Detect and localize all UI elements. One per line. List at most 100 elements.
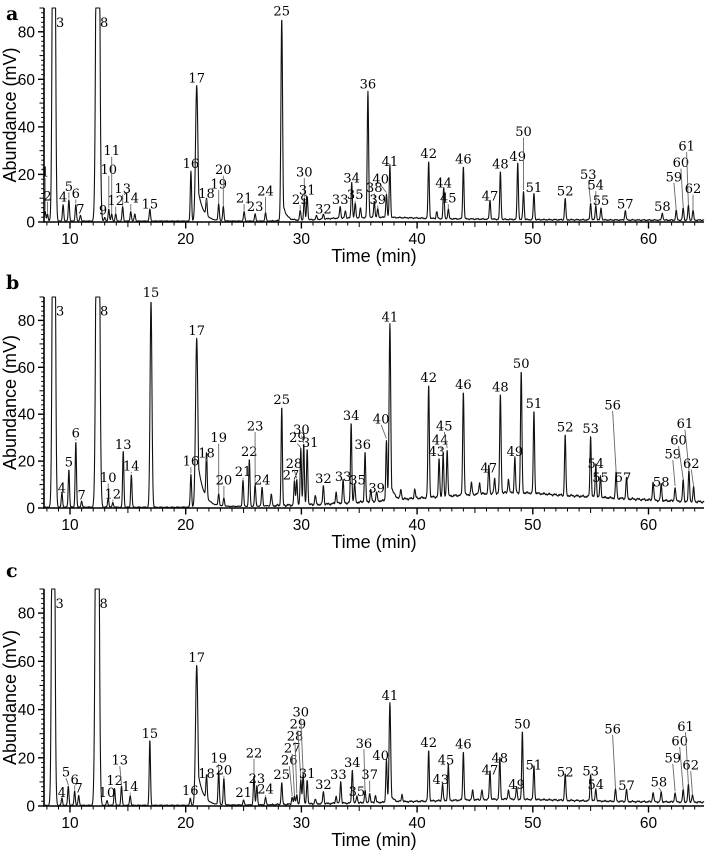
peak-label-10: 10 [99,786,116,801]
peak-label-40: 40 [372,173,389,188]
peak-label-60: 60 [671,734,688,749]
peak-label-5: 5 [65,180,73,195]
peak-label-55: 55 [592,471,609,486]
peak-label-17: 17 [188,651,205,666]
peak-label-52: 52 [557,766,574,781]
peak-label-36: 36 [360,77,377,92]
peak-label-33: 33 [332,193,349,208]
peak-label-46: 46 [455,153,472,168]
peak-label-18: 18 [198,767,215,782]
leader-line [690,469,695,487]
peak-label-49: 49 [508,778,525,793]
peak-label-61: 61 [678,139,695,154]
peak-label-20: 20 [216,473,233,488]
peak-label-35: 35 [347,188,364,203]
peak-label-28: 28 [287,730,304,745]
peak-label-54: 54 [588,179,605,194]
peak-label-23: 23 [249,772,266,787]
peak-label-52: 52 [557,420,574,435]
peak-label-33: 33 [330,768,347,783]
peak-label-19: 19 [210,751,227,766]
peak-label-42: 42 [420,147,437,162]
y-axis-title: Abundance (mV) [0,335,20,470]
x-tick-label: 30 [293,517,311,534]
peak-label-56: 56 [604,722,621,737]
y-tick-label: 60 [18,360,36,377]
peak-label-45: 45 [436,419,453,434]
peak-label-14: 14 [122,780,139,795]
peak-label-54: 54 [588,457,605,472]
x-tick-label: 40 [408,231,426,248]
peak-label-37: 37 [361,768,378,783]
x-tick-label: 10 [61,231,79,248]
peak-label-49: 49 [509,150,526,165]
peak-label-21: 21 [235,786,252,801]
x-tick-label: 50 [524,231,542,248]
peak-label-24: 24 [254,473,271,488]
x-tick-label: 50 [524,517,542,534]
peak-label-32: 32 [315,778,332,793]
peak-label-36: 36 [356,737,373,752]
peak-label-3: 3 [56,305,64,320]
peak-label-48: 48 [492,751,509,766]
y-tick-label: 20 [18,454,36,471]
peak-label-3: 3 [56,16,64,31]
peak-label-8: 8 [100,305,108,320]
y-tick-label: 0 [26,799,35,816]
peak-label-4: 4 [59,191,67,206]
y-axis-title: Abundance (mV) [0,47,20,182]
peak-label-15: 15 [143,286,160,301]
peak-label-46: 46 [455,738,472,753]
leader-line [294,742,298,794]
leader-line [363,749,366,790]
peak-label-41: 41 [382,155,399,170]
peak-label-7: 7 [76,202,84,217]
leader-line [680,168,684,208]
peak-label-40: 40 [372,749,389,764]
x-tick-label: 30 [293,231,311,248]
peak-label-36: 36 [354,438,371,453]
peak-label-25: 25 [273,5,290,20]
peak-label-5: 5 [65,456,73,471]
panel-letter: b [6,272,19,294]
leader-line [658,787,662,792]
peak-label-47: 47 [482,189,499,204]
peak-label-3: 3 [55,597,63,612]
peak-label-61: 61 [677,720,694,735]
peak-label-27: 27 [284,742,301,757]
peak-label-51: 51 [526,181,543,196]
trace-c [43,588,705,807]
peak-label-11: 11 [103,144,120,159]
peak-label-24: 24 [257,783,274,798]
peak-label-49: 49 [507,445,524,460]
peak-label-12: 12 [105,487,122,502]
peak-label-12: 12 [106,774,123,789]
leader-line [380,184,387,193]
y-tick-label: 20 [18,167,36,184]
leader-line [380,424,387,439]
leader-line [690,770,693,794]
peak-label-48: 48 [492,158,509,173]
peak-label-60: 60 [673,156,690,171]
y-tick-label: 60 [18,72,36,89]
peak-label-13: 13 [112,754,129,769]
peak-label-41: 41 [382,310,399,325]
leader-line [672,460,676,486]
peak-label-25: 25 [273,393,290,408]
peak-label-24: 24 [257,185,274,200]
x-tick-label: 50 [524,815,542,832]
y-tick-label: 0 [26,501,35,518]
leader-line [685,732,689,785]
peak-label-30: 30 [293,423,310,438]
peak-label-59: 59 [665,448,682,463]
peak-label-60: 60 [670,434,687,449]
peak-label-46: 46 [455,378,472,393]
leader-line [587,180,592,203]
x-tick-label: 40 [408,815,426,832]
x-tick-label: 20 [177,231,195,248]
peak-label-28: 28 [286,457,303,472]
x-tick-label: 20 [177,517,195,534]
peak-label-6: 6 [71,773,79,788]
